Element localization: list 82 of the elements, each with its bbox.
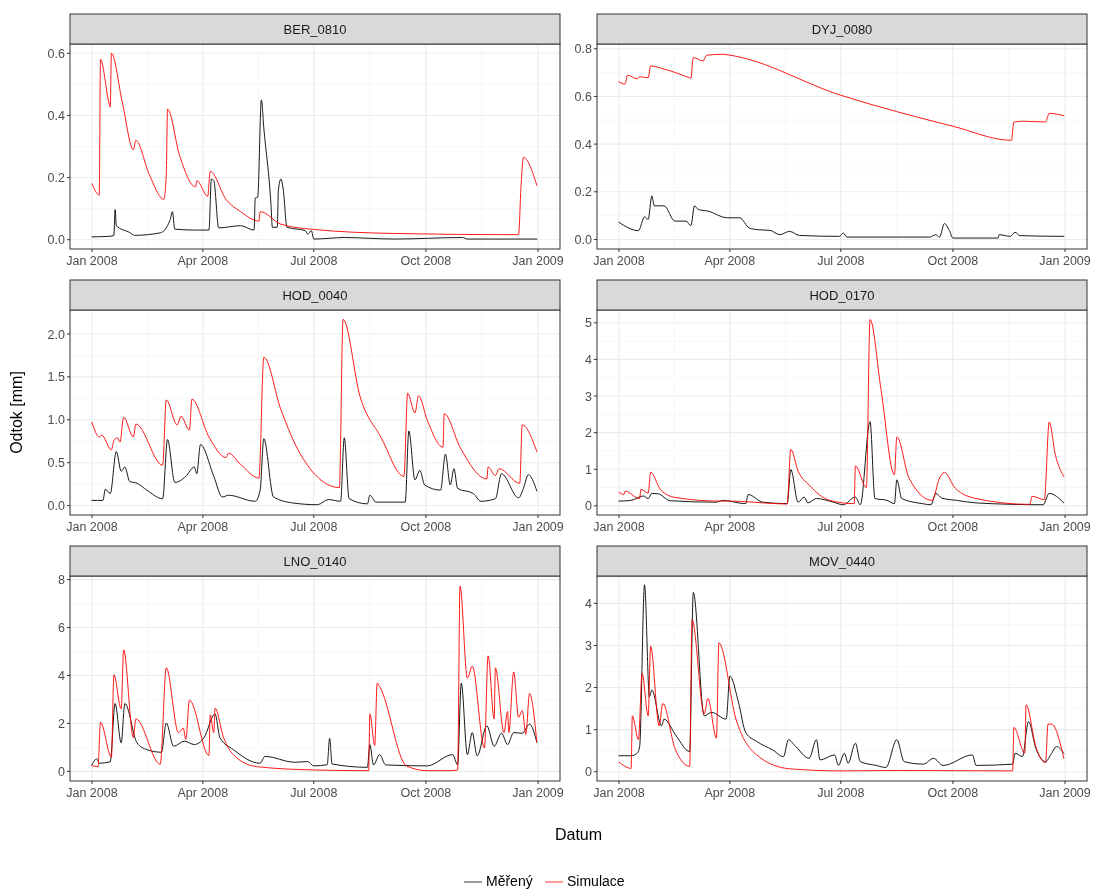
- line-series: [91, 52, 538, 236]
- x-tick-label: Apr 2008: [704, 520, 756, 534]
- line-series: [618, 195, 1065, 239]
- y-tick-label: 0.5: [47, 456, 66, 471]
- x-tick-label: Jul 2008: [817, 254, 865, 268]
- x-tick-label: Jan 2008: [66, 254, 118, 268]
- line-series: [618, 319, 1065, 505]
- line-series: [618, 421, 1065, 506]
- x-axis-title: Datum: [554, 826, 603, 843]
- y-tick-label: 1: [585, 462, 593, 477]
- x-tick-label: Apr 2008: [177, 254, 229, 268]
- x-tick-label: Oct 2008: [927, 254, 979, 268]
- line-series: [91, 430, 538, 506]
- x-tick-label: Jan 2009: [512, 254, 564, 268]
- y-tick-label: 5: [585, 316, 593, 331]
- y-tick-label: 2: [585, 681, 593, 696]
- y-tick-label: 1: [585, 723, 593, 738]
- y-tick-label: 8: [58, 573, 66, 588]
- x-tick-label: Jan 2009: [512, 786, 564, 800]
- x-tick-label: Jan 2008: [593, 786, 645, 800]
- line-series: [91, 585, 538, 772]
- y-tick-label: 0.6: [47, 46, 66, 61]
- x-tick-label: Oct 2008: [400, 520, 452, 534]
- x-tick-label: Jan 2008: [593, 520, 645, 534]
- x-tick-label: Jul 2008: [290, 254, 338, 268]
- line-series: [91, 318, 538, 488]
- x-tick-label: Apr 2008: [704, 254, 756, 268]
- y-tick-label: 0.6: [574, 89, 593, 104]
- x-tick-label: Jan 2009: [512, 520, 564, 534]
- y-tick-label: 3: [585, 638, 593, 653]
- y-tick-label: 4: [585, 596, 593, 611]
- y-tick-label: 0: [585, 499, 593, 514]
- y-tick-label: 0.2: [574, 185, 593, 200]
- chart-title: DYJ_0080: [811, 22, 873, 37]
- x-tick-label: Jul 2008: [817, 786, 865, 800]
- y-tick-label: 2: [58, 716, 66, 731]
- y-tick-label: 0.8: [574, 42, 593, 57]
- y-tick-label: 4: [585, 352, 593, 367]
- y-tick-label: 3: [585, 389, 593, 404]
- y-axis-title: Odtok [mm]: [8, 371, 25, 454]
- x-tick-label: Apr 2008: [177, 786, 229, 800]
- chart-title: BER_0810: [283, 22, 347, 37]
- line-series: [91, 99, 538, 240]
- x-tick-label: Jan 2009: [1039, 520, 1091, 534]
- legend-label: Simulace: [567, 873, 625, 889]
- chart-title: HOD_0170: [809, 288, 875, 303]
- y-tick-label: 0.4: [574, 137, 593, 152]
- x-tick-label: Jan 2009: [1039, 786, 1091, 800]
- x-tick-label: Jan 2008: [66, 520, 118, 534]
- line-series: [91, 682, 538, 768]
- line-series: [618, 619, 1065, 772]
- y-tick-label: 0.2: [47, 171, 66, 186]
- y-tick-label: 0.0: [47, 499, 66, 514]
- x-tick-label: Jul 2008: [290, 520, 338, 534]
- x-tick-label: Oct 2008: [927, 786, 979, 800]
- x-tick-label: Jan 2008: [66, 786, 118, 800]
- y-tick-label: 2.0: [47, 327, 66, 342]
- y-tick-label: 2: [585, 426, 593, 441]
- y-tick-label: 4: [58, 669, 66, 683]
- x-tick-label: Apr 2008: [177, 520, 229, 534]
- x-tick-label: Jul 2008: [817, 520, 865, 534]
- x-tick-label: Jan 2008: [593, 254, 645, 268]
- x-tick-label: Oct 2008: [927, 520, 979, 534]
- x-tick-label: Jan 2009: [1039, 254, 1091, 268]
- x-tick-label: Apr 2008: [704, 786, 756, 800]
- line-series: [618, 53, 1065, 141]
- chart-title: LNO_0140: [283, 554, 347, 569]
- y-tick-label: 0: [585, 765, 593, 780]
- y-tick-label: 6: [58, 621, 66, 636]
- legend-label: Měřený: [486, 873, 533, 889]
- y-tick-label: 1.0: [47, 413, 66, 428]
- y-tick-label: 0.0: [47, 233, 66, 248]
- y-tick-label: 0: [58, 764, 66, 779]
- x-tick-label: Oct 2008: [400, 254, 452, 268]
- x-tick-label: Oct 2008: [400, 786, 452, 800]
- chart-title: MOV_0440: [809, 554, 875, 569]
- x-tick-label: Jul 2008: [290, 786, 338, 800]
- y-tick-label: 0.0: [574, 232, 593, 247]
- line-series: [618, 584, 1065, 768]
- y-tick-label: 0.4: [47, 108, 66, 123]
- y-tick-label: 1.5: [47, 370, 66, 385]
- chart-title: HOD_0040: [282, 288, 348, 303]
